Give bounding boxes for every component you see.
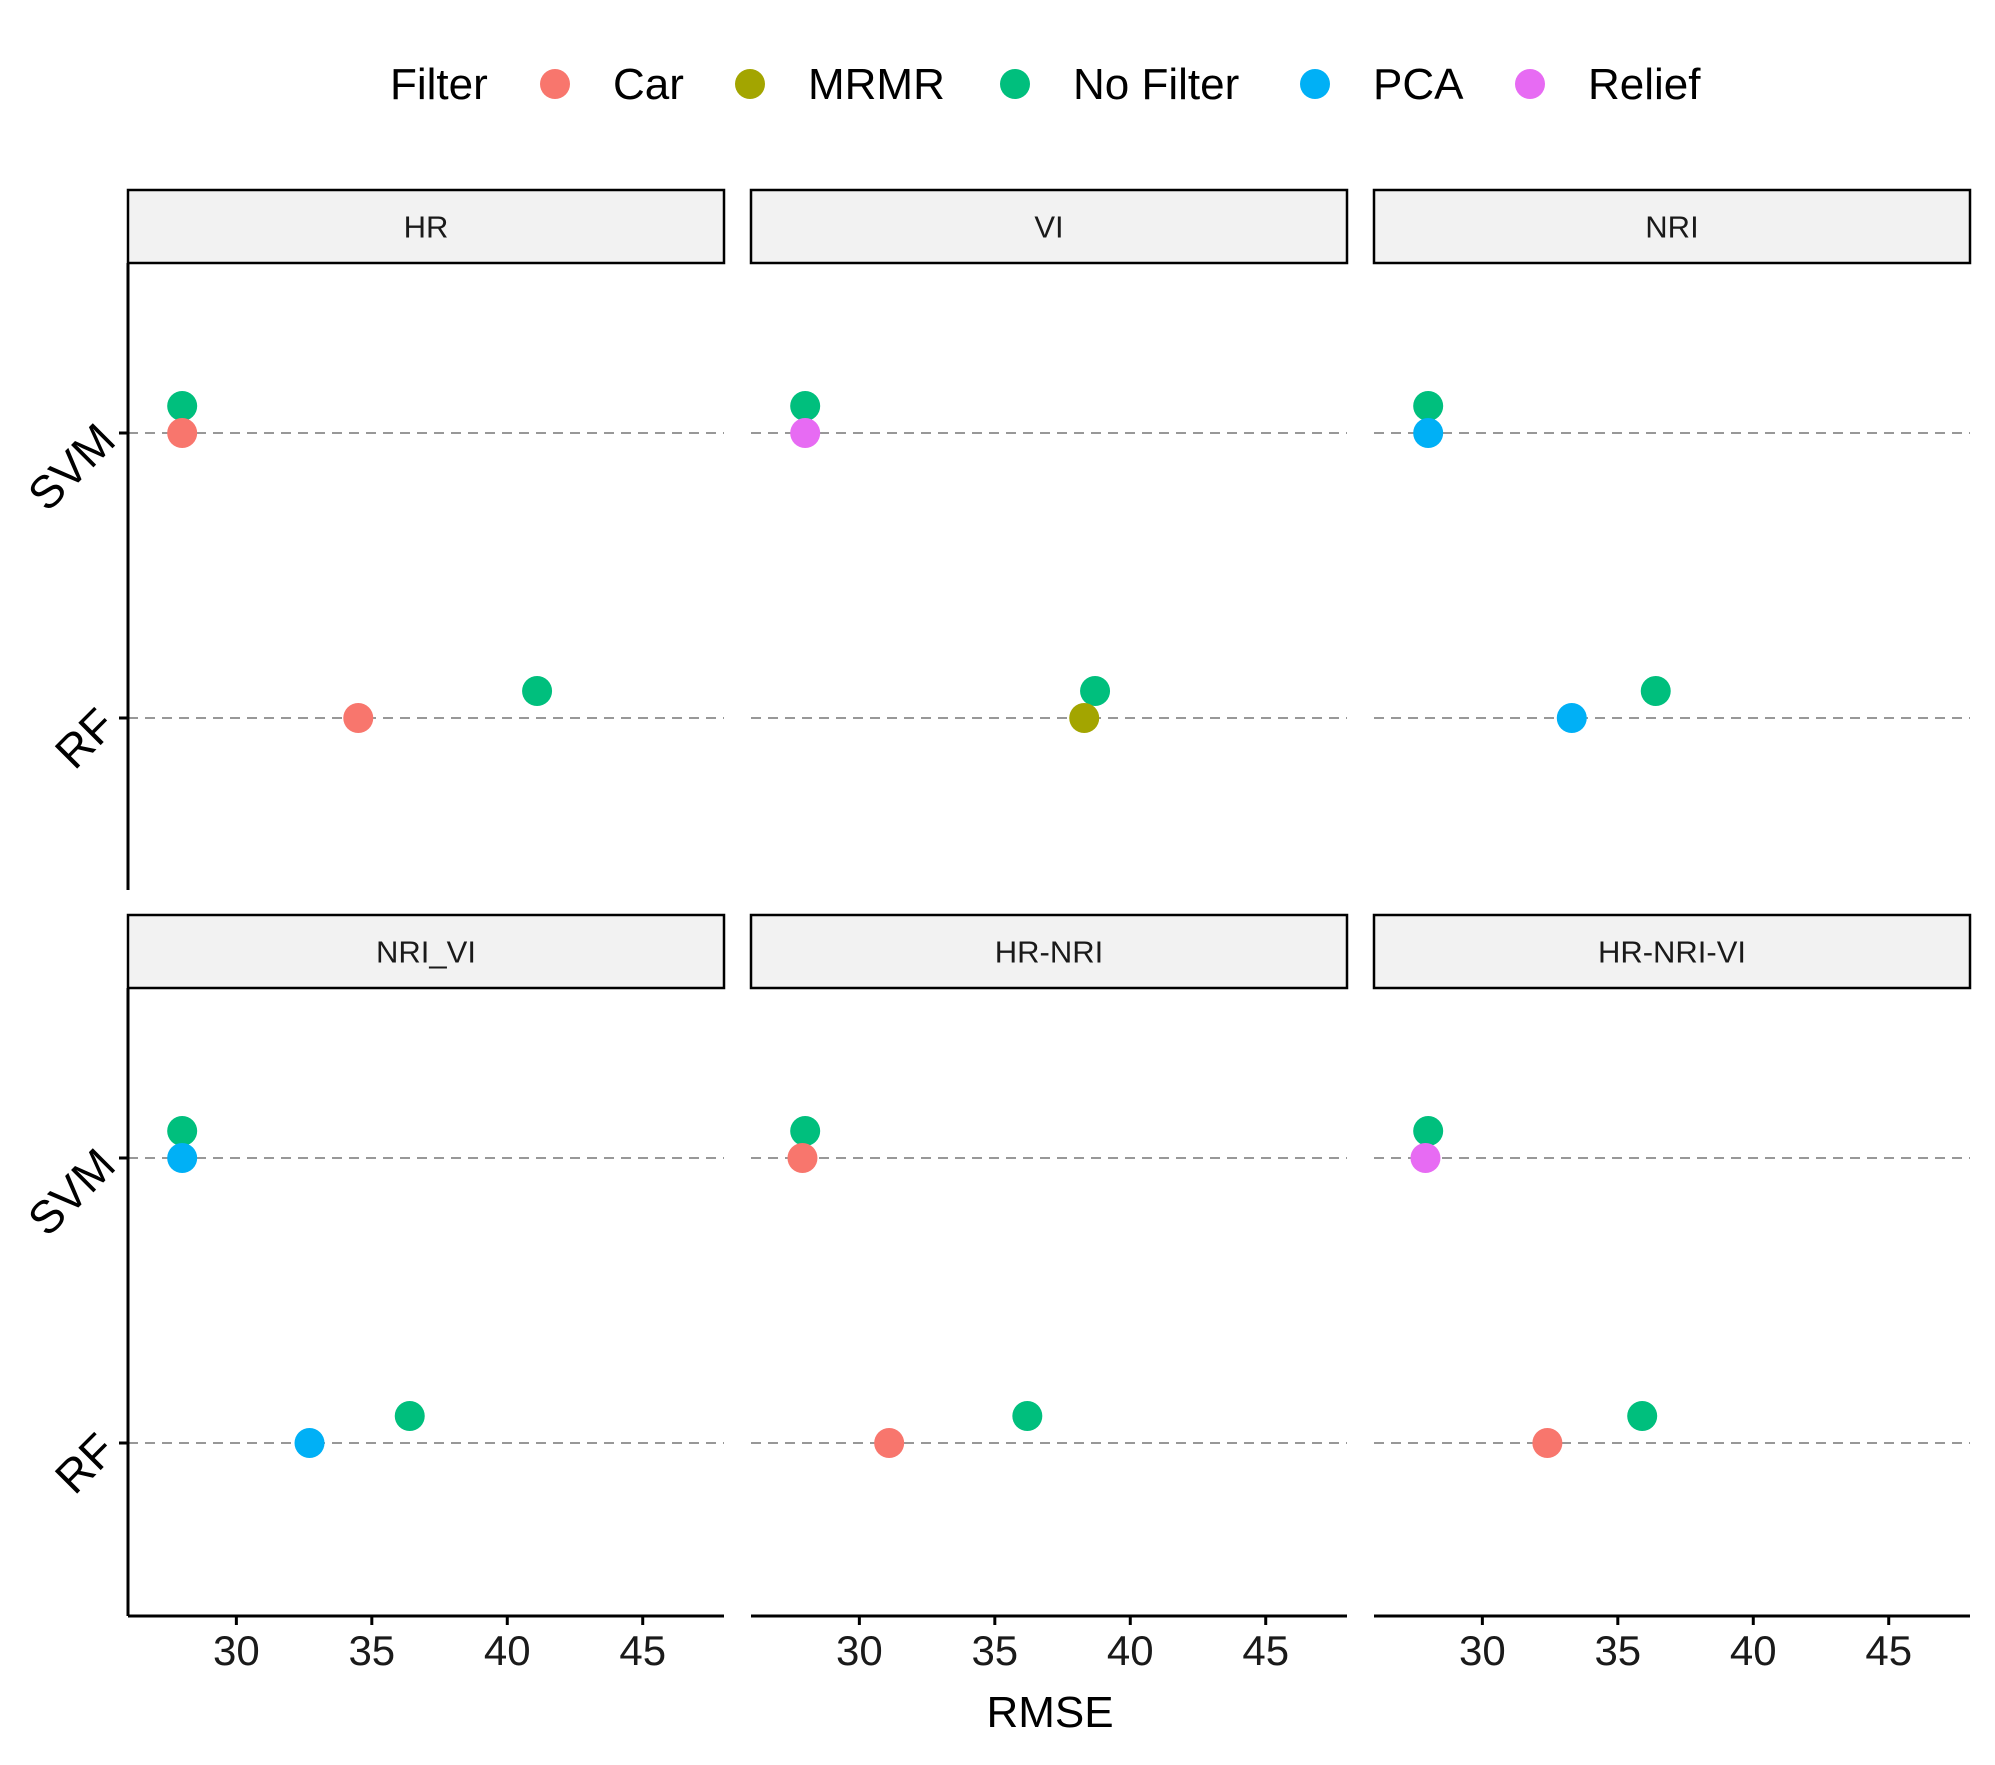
legend-title: Filter <box>390 60 488 109</box>
data-point-no-filter-svm <box>1413 1116 1444 1146</box>
x-tick-label: 45 <box>1242 1627 1289 1674</box>
x-tick-label: 30 <box>1459 1627 1506 1674</box>
data-point-car-rf <box>874 1428 905 1458</box>
data-point-pca-rf <box>294 1428 325 1458</box>
data-point-car-rf <box>1532 1428 1563 1458</box>
y-tick-label-svm: SVM <box>18 1138 125 1245</box>
legend-key-relief <box>1515 69 1545 99</box>
data-point-no-filter-rf <box>394 1401 425 1431</box>
data-point-no-filter-svm <box>790 1116 821 1146</box>
y-tick-label-rf: RF <box>45 1423 125 1503</box>
facet-panels: HR SVM RF VI NRI NRI_VI SVM RF 30 35 40 45 HR-NRI 30 3… <box>18 188 1972 1674</box>
facet-panel-hr-nri: HR-NRI 30 35 40 45 <box>749 913 1349 1674</box>
x-tick-label: 40 <box>484 1627 531 1674</box>
x-tick-label: 35 <box>971 1627 1018 1674</box>
x-tick-label: 35 <box>1594 1627 1641 1674</box>
legend-key-car <box>540 69 570 99</box>
legend-label-mrmr: MRMR <box>808 60 945 109</box>
data-point-no-filter-svm <box>167 1116 198 1146</box>
facet-strip <box>749 913 1349 990</box>
data-point-no-filter-rf <box>1080 676 1111 706</box>
legend-key-no-filter <box>1000 69 1030 99</box>
legend: Filter Car MRMR No Filter PCA Relief <box>390 60 1701 109</box>
facet-strip <box>749 188 1349 265</box>
legend-key-mrmr <box>735 69 765 99</box>
facet-strip-label: NRI_VI <box>376 935 476 970</box>
data-point-no-filter-rf <box>1640 676 1671 706</box>
data-point-no-filter-rf <box>1627 1401 1658 1431</box>
legend-item-no-filter: No Filter <box>1000 60 1239 109</box>
facet-strip-label: HR-NRI <box>995 935 1104 970</box>
data-point-relief-svm <box>790 418 821 448</box>
x-tick-label: 30 <box>213 1627 260 1674</box>
x-tick-label: 40 <box>1107 1627 1154 1674</box>
legend-item-car: Car <box>540 60 684 109</box>
y-tick-label-rf: RF <box>45 698 125 778</box>
facet-strip <box>1372 913 1972 990</box>
x-tick-label: 35 <box>348 1627 395 1674</box>
data-point-car-rf <box>343 703 374 733</box>
x-axis-title: RMSE <box>986 1688 1113 1737</box>
data-point-car-svm <box>167 418 198 448</box>
x-tick-label: 40 <box>1730 1627 1777 1674</box>
legend-label-relief: Relief <box>1588 60 1701 109</box>
data-point-pca-svm <box>167 1143 198 1173</box>
facet-panel-nri: NRI <box>1372 188 1972 733</box>
legend-label-no-filter: No Filter <box>1073 60 1239 109</box>
legend-label-pca: PCA <box>1373 60 1464 109</box>
x-tick-label: 30 <box>836 1627 883 1674</box>
legend-label-car: Car <box>613 60 684 109</box>
facet-panel-hr-nri-vi: HR-NRI-VI 30 35 40 45 <box>1372 913 1972 1674</box>
data-point-relief-svm <box>1410 1143 1441 1173</box>
y-tick-label-svm: SVM <box>18 413 125 520</box>
facet-panel-hr: HR SVM RF <box>18 188 726 890</box>
data-point-no-filter-rf <box>1012 1401 1043 1431</box>
data-point-car-svm <box>787 1143 818 1173</box>
legend-key-pca <box>1300 69 1330 99</box>
x-tick-label: 45 <box>1865 1627 1912 1674</box>
legend-item-pca: PCA <box>1300 60 1464 109</box>
facet-panel-nri-vi: NRI_VI SVM RF 30 35 40 45 <box>18 913 726 1674</box>
facet-strip-label: HR <box>404 210 449 245</box>
facet-strip-label: VI <box>1034 210 1063 245</box>
data-point-pca-svm <box>1413 418 1444 448</box>
facet-panel-vi: VI <box>749 188 1349 733</box>
data-point-mrmr-rf <box>1069 703 1100 733</box>
data-point-no-filter-rf <box>522 676 553 706</box>
legend-item-mrmr: MRMR <box>735 60 945 109</box>
facet-strip <box>1372 188 1972 265</box>
data-point-no-filter-svm <box>167 391 198 421</box>
data-point-no-filter-svm <box>790 391 821 421</box>
x-tick-label: 45 <box>619 1627 666 1674</box>
facet-strip-label: HR-NRI-VI <box>1598 935 1746 970</box>
data-point-no-filter-svm <box>1413 391 1444 421</box>
legend-item-relief: Relief <box>1515 60 1701 109</box>
facet-strip-label: NRI <box>1645 210 1698 245</box>
facet-strip <box>126 913 726 990</box>
data-point-pca-rf <box>1556 703 1587 733</box>
facet-strip <box>126 188 726 265</box>
